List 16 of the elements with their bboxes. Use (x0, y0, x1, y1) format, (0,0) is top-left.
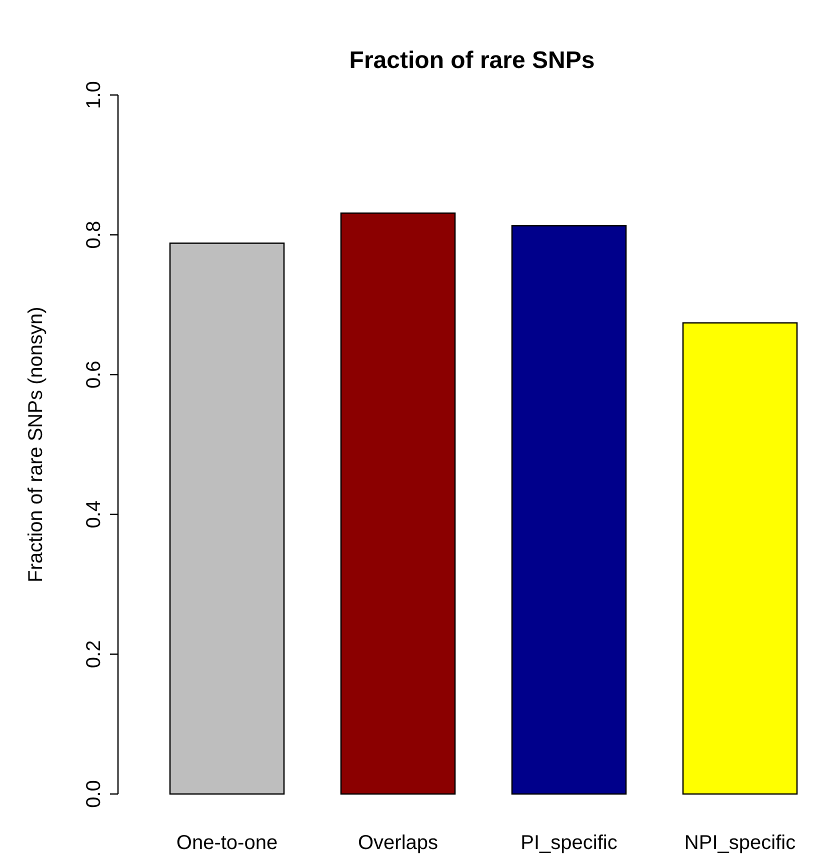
y-tick-label: 0.2 (83, 640, 105, 668)
x-tick-label: Overlaps (358, 832, 438, 854)
bar (169, 242, 285, 795)
bar (682, 322, 798, 795)
y-tick-label: 0.4 (83, 500, 105, 528)
y-tick-label: 0.8 (83, 220, 105, 249)
chart-title: Fraction of rare SNPs (349, 47, 595, 74)
y-tick-label: 0.6 (83, 360, 105, 389)
y-tick-label: 1.0 (83, 81, 105, 109)
y-axis-title: Fraction of rare SNPs (nonsyn) (25, 306, 47, 582)
bar (340, 212, 456, 795)
bar (511, 225, 627, 795)
x-tick-label: NPI_specific (684, 832, 796, 854)
x-tick-label: One-to-one (176, 832, 278, 854)
y-tick-label: 0.0 (83, 780, 105, 808)
x-tick-label: PI_specific (520, 832, 618, 854)
